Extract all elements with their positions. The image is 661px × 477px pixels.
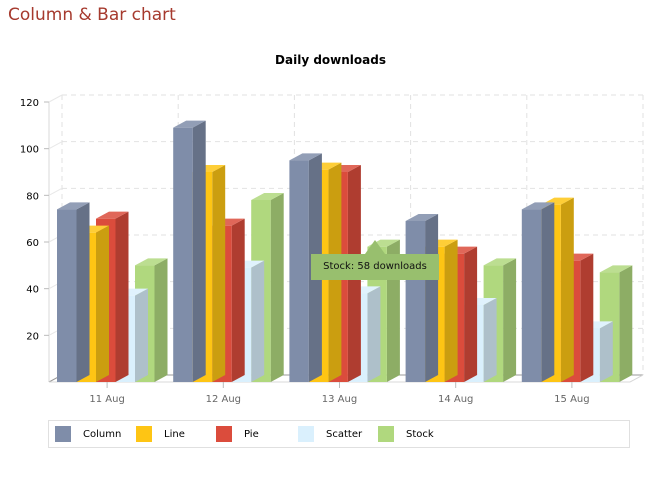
legend-swatch — [378, 426, 394, 442]
legend-item-line[interactable]: Line — [136, 426, 185, 442]
legend-label: Line — [164, 428, 185, 440]
legend-swatch — [298, 426, 314, 442]
legend-item-pie[interactable]: Pie — [216, 426, 259, 442]
legend-swatch — [55, 426, 71, 442]
svg-text:20: 20 — [26, 331, 39, 342]
chart-legend: Column Line Pie Scatter Stock — [48, 420, 630, 448]
legend-swatch — [136, 426, 152, 442]
svg-text:40: 40 — [26, 285, 39, 296]
svg-text:14 Aug: 14 Aug — [438, 394, 473, 405]
svg-text:60: 60 — [26, 238, 39, 249]
bar — [521, 202, 555, 382]
svg-text:100: 100 — [20, 145, 39, 156]
legend-label: Stock — [406, 428, 434, 440]
bar — [173, 120, 206, 383]
legend-label: Column — [83, 428, 122, 440]
svg-text:12 Aug: 12 Aug — [206, 394, 241, 405]
legend-item-stock[interactable]: Stock — [378, 426, 434, 442]
chart-title: Daily downloads — [275, 53, 386, 67]
legend-item-scatter[interactable]: Scatter — [298, 426, 362, 442]
svg-text:11 Aug: 11 Aug — [89, 394, 124, 405]
svg-text:80: 80 — [26, 191, 39, 202]
svg-text:13 Aug: 13 Aug — [322, 394, 357, 405]
legend-label: Pie — [244, 428, 259, 440]
legend-label: Scatter — [326, 428, 363, 440]
svg-text:15 Aug: 15 Aug — [554, 394, 589, 405]
tooltip-arrow — [365, 240, 385, 254]
svg-text:120: 120 — [20, 98, 39, 109]
bar — [405, 214, 439, 382]
chart-plot-area: 20 40 60 80 100 120 11 Aug 12 Aug 13 Aug 14 Aug 15… — [20, 94, 644, 405]
legend-swatch — [216, 426, 232, 442]
bar — [57, 202, 90, 382]
legend-item-column[interactable]: Column — [55, 426, 121, 442]
page-title: Column & Bar chart — [8, 5, 176, 25]
chart-tooltip: Stock: 58 downloads — [311, 254, 439, 280]
